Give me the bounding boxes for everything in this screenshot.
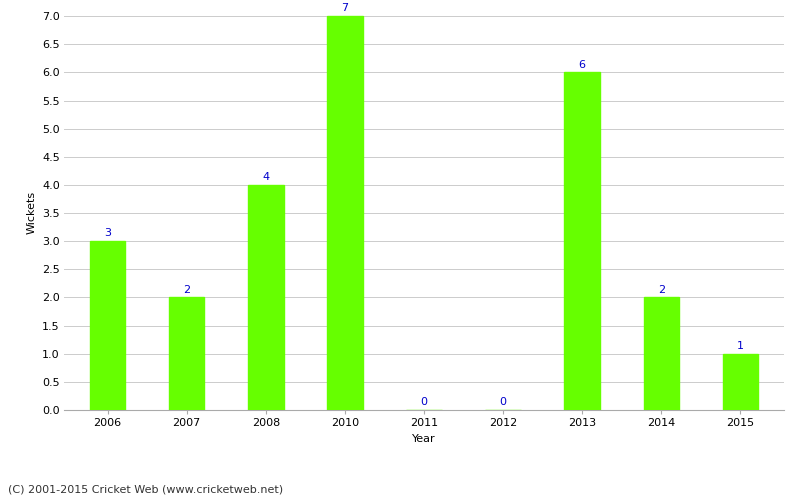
Text: 2: 2: [183, 284, 190, 294]
X-axis label: Year: Year: [412, 434, 436, 444]
Text: 7: 7: [342, 4, 349, 14]
Text: 1: 1: [737, 341, 744, 351]
Bar: [565, 72, 600, 410]
Text: 3: 3: [104, 228, 111, 238]
Bar: [90, 241, 126, 410]
Bar: [643, 298, 679, 410]
Text: 0: 0: [421, 397, 427, 407]
Bar: [327, 16, 362, 410]
Text: 4: 4: [262, 172, 270, 182]
Bar: [169, 298, 205, 410]
Text: 0: 0: [500, 397, 506, 407]
Bar: [722, 354, 758, 410]
Text: (C) 2001-2015 Cricket Web (www.cricketweb.net): (C) 2001-2015 Cricket Web (www.cricketwe…: [8, 485, 283, 495]
Text: 6: 6: [578, 60, 586, 70]
Bar: [248, 185, 283, 410]
Text: 2: 2: [658, 284, 665, 294]
Y-axis label: Wickets: Wickets: [26, 191, 37, 234]
